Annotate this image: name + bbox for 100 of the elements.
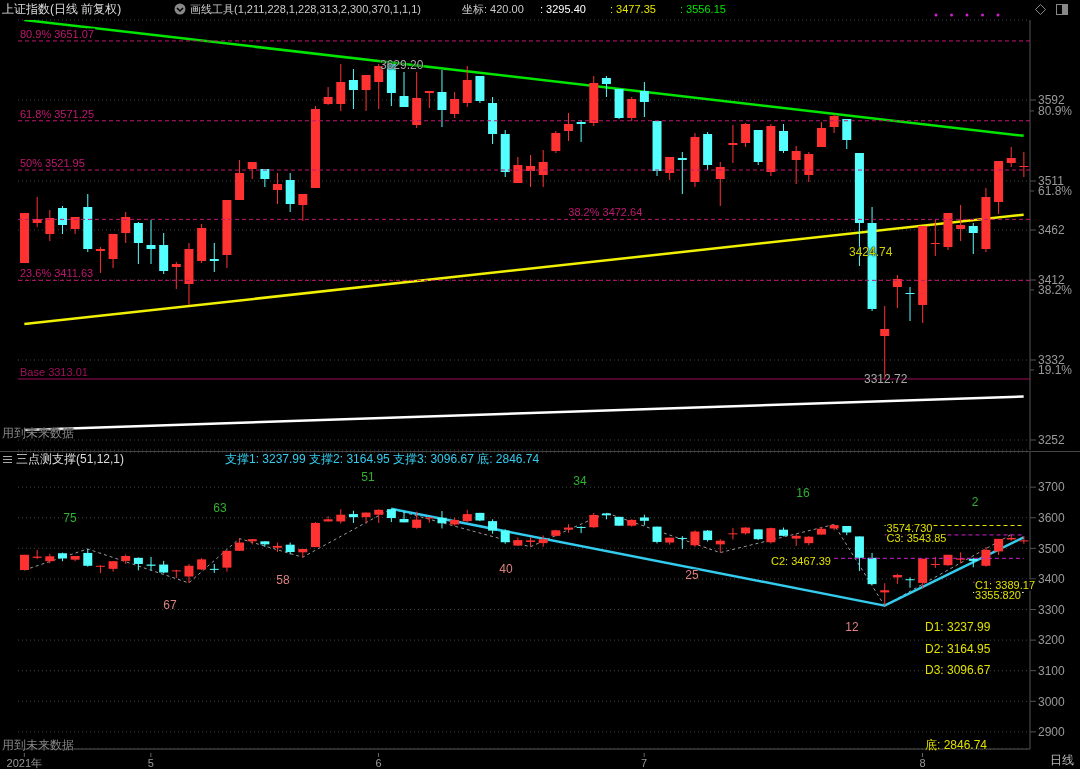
candlestick bbox=[323, 86, 333, 106]
candlestick bbox=[285, 172, 295, 213]
candlestick bbox=[399, 511, 409, 523]
annotation: 58 bbox=[276, 573, 290, 587]
y-tick-label: 3100 bbox=[1038, 663, 1066, 678]
candlestick bbox=[639, 81, 649, 118]
text: 画线工具(1,211,228,1,228,313,2,300,370,1,1,1) bbox=[190, 1, 421, 17]
y-tick-label: 3000 bbox=[1038, 694, 1066, 709]
candlestick bbox=[513, 156, 523, 184]
candlestick bbox=[348, 68, 358, 110]
ref-line-label: C2: 3467.39 bbox=[770, 555, 831, 568]
candlestick bbox=[829, 113, 839, 134]
y-tick-label: 3400 bbox=[1038, 572, 1066, 587]
candlestick bbox=[133, 221, 143, 265]
candlestick bbox=[804, 151, 814, 183]
annotation: 用到未来数据 bbox=[2, 736, 74, 754]
candlestick bbox=[563, 112, 573, 142]
annotation: 3312.72 bbox=[864, 372, 908, 387]
candlestick bbox=[981, 546, 991, 568]
candlestick bbox=[576, 119, 586, 143]
ref-line-label: 23.6% 3411.63 bbox=[20, 267, 94, 280]
annotation: D3: 3096.67 bbox=[925, 663, 991, 677]
candlestick bbox=[880, 582, 890, 607]
candlestick bbox=[1019, 151, 1029, 178]
ref-line-label: 80.9% 3651.07 bbox=[20, 27, 95, 40]
y-tick-label: 3700 bbox=[1038, 480, 1066, 495]
y-tick-label: 3500 bbox=[1038, 541, 1066, 556]
x-tick-label: 7 bbox=[641, 757, 648, 769]
candlestick bbox=[399, 71, 409, 108]
annotation: D1: 3237.99 bbox=[925, 620, 991, 634]
candlestick bbox=[146, 219, 156, 265]
candlestick bbox=[184, 563, 194, 584]
candlestick bbox=[57, 205, 67, 235]
annotation: 63 bbox=[213, 501, 227, 515]
candlestick bbox=[842, 118, 852, 150]
y-tick-label: 3462 bbox=[1038, 223, 1066, 238]
candlestick bbox=[816, 121, 826, 148]
candlestick bbox=[905, 576, 915, 589]
annotation: 67 bbox=[163, 598, 177, 612]
annotation: 51 bbox=[361, 470, 375, 484]
annotation: 40 bbox=[499, 562, 513, 576]
candlestick bbox=[437, 510, 447, 529]
candlestick bbox=[1006, 146, 1016, 168]
y-tick-label: 3200 bbox=[1038, 633, 1066, 648]
candlestick bbox=[665, 156, 675, 181]
candlestick bbox=[538, 149, 548, 188]
text: : 3295.40 bbox=[540, 3, 586, 15]
chart-title: 三点测支撑(51,12,1) bbox=[16, 450, 125, 468]
text: 坐标: 420.00 bbox=[462, 1, 524, 17]
y-tick-label: 2900 bbox=[1038, 725, 1066, 740]
y-tick-label: 3300 bbox=[1038, 602, 1066, 617]
candlestick bbox=[728, 527, 738, 540]
candlestick bbox=[336, 63, 346, 112]
candlestick bbox=[741, 122, 751, 148]
candlestick bbox=[551, 130, 561, 154]
annotation: 25 bbox=[685, 568, 699, 582]
candlestick bbox=[715, 161, 725, 207]
candlestick bbox=[260, 540, 270, 548]
ref-line-label: 3355.820 bbox=[975, 589, 1021, 602]
x-tick-label: 6 bbox=[375, 757, 382, 769]
text: 日线 bbox=[1050, 751, 1074, 769]
x-tick-label: 8 bbox=[919, 757, 926, 769]
candlestick bbox=[677, 535, 687, 550]
ref-line-label: 38.2% 3472.64 bbox=[568, 206, 643, 219]
candlestick bbox=[854, 535, 864, 572]
x-tick-label: 5 bbox=[147, 757, 154, 769]
candlestick bbox=[437, 69, 447, 128]
chart-subtitle: 支撑1: 3237.99 支撑2: 3164.95 支撑3: 3096.67 底: 2846.74 bbox=[225, 450, 540, 468]
candlestick bbox=[930, 219, 940, 257]
annotation: D2: 3164.95 bbox=[925, 642, 991, 656]
candlestick bbox=[273, 172, 283, 205]
ref-line-label: 61.8% 3571.25 bbox=[20, 107, 95, 120]
candlestick bbox=[968, 222, 978, 255]
x-tick-label: 2021年 bbox=[6, 757, 43, 769]
candlestick bbox=[361, 74, 371, 112]
candlestick bbox=[171, 261, 181, 290]
annotation: 75 bbox=[63, 511, 77, 525]
candlestick bbox=[95, 246, 105, 274]
chart-title: 上证指数(日线 前复权) bbox=[2, 0, 122, 18]
candlestick bbox=[627, 96, 637, 122]
candlestick bbox=[462, 65, 472, 108]
candlestick bbox=[829, 523, 839, 531]
candlestick bbox=[601, 75, 611, 98]
ref-line-label: Base 3313.01 bbox=[20, 365, 88, 378]
candlestick bbox=[677, 151, 687, 195]
annotation: 34 bbox=[573, 474, 587, 488]
candlestick bbox=[298, 193, 308, 222]
text: : 3477.35 bbox=[610, 3, 656, 15]
candlestick bbox=[424, 516, 434, 524]
candlestick bbox=[791, 145, 801, 185]
candlestick bbox=[323, 515, 333, 523]
candlestick bbox=[892, 274, 902, 309]
ref-line-label: 50% 3521.95 bbox=[20, 157, 85, 170]
y-tick-label: 3252 bbox=[1038, 433, 1066, 448]
annotation: 12 bbox=[845, 620, 859, 634]
y-tick-label: 3600 bbox=[1038, 511, 1066, 526]
candlestick bbox=[209, 242, 219, 273]
candlestick bbox=[905, 286, 915, 322]
candlestick bbox=[779, 123, 789, 154]
annotation: 底: 2846.74 bbox=[925, 736, 988, 754]
